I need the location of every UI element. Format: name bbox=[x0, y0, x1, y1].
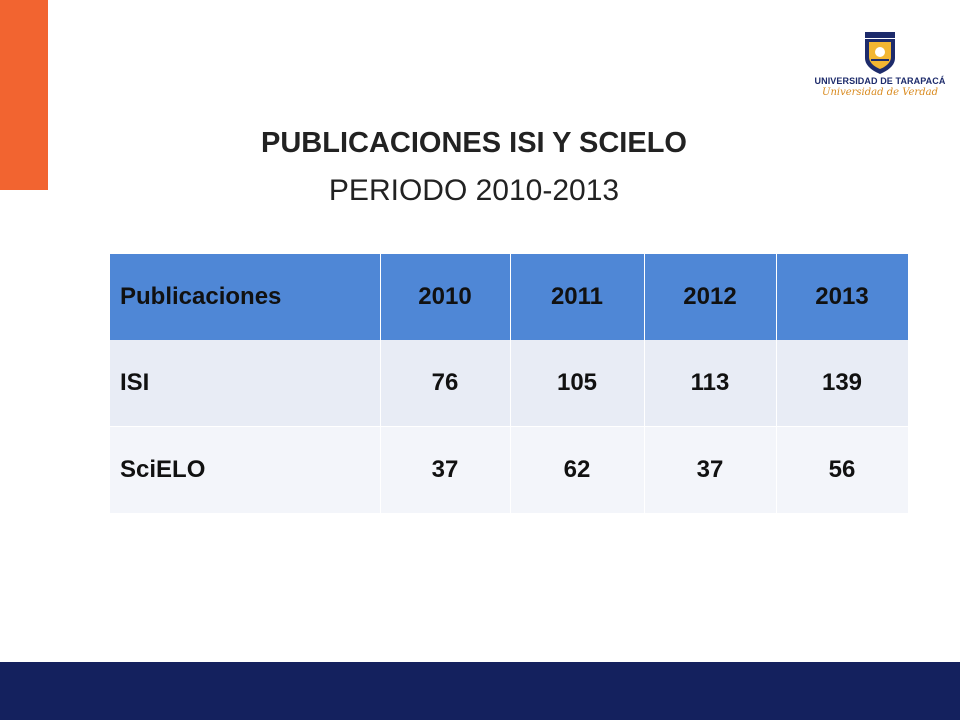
table-row: SciELO 37 62 37 56 bbox=[110, 426, 909, 513]
publications-table: Publicaciones 2010 2011 2012 2013 ISI 76… bbox=[110, 254, 909, 513]
logo-name: UNIVERSIDAD DE TARAPACÁ bbox=[814, 76, 946, 86]
table-cell: 139 bbox=[776, 340, 909, 427]
column-header: 2013 bbox=[776, 254, 909, 340]
table-cell: 105 bbox=[510, 340, 645, 427]
row-label: SciELO bbox=[110, 426, 381, 513]
accent-bar bbox=[0, 0, 48, 190]
column-header: 2010 bbox=[380, 254, 511, 340]
table-cell: 62 bbox=[510, 426, 645, 513]
column-header: Publicaciones bbox=[110, 254, 381, 340]
table-cell: 37 bbox=[380, 426, 511, 513]
column-header: 2011 bbox=[510, 254, 645, 340]
footer-band bbox=[0, 662, 960, 720]
table-cell: 113 bbox=[644, 340, 777, 427]
table-cell: 37 bbox=[644, 426, 777, 513]
table-cell: 56 bbox=[776, 426, 909, 513]
column-header: 2012 bbox=[644, 254, 777, 340]
shield-icon bbox=[865, 32, 895, 74]
table-header-row: Publicaciones 2010 2011 2012 2013 bbox=[110, 254, 909, 340]
table-row: ISI 76 105 113 139 bbox=[110, 340, 909, 427]
page-title: PUBLICACIONES ISI Y SCIELO bbox=[261, 127, 687, 159]
logo-motto: Universidad de Verdad bbox=[822, 87, 938, 98]
row-label: ISI bbox=[110, 340, 381, 427]
page-subtitle: PERIODO 2010-2013 bbox=[328, 174, 620, 207]
university-logo: UNIVERSIDAD DE TARAPACÁ Universidad de V… bbox=[812, 32, 948, 112]
table-cell: 76 bbox=[380, 340, 511, 427]
